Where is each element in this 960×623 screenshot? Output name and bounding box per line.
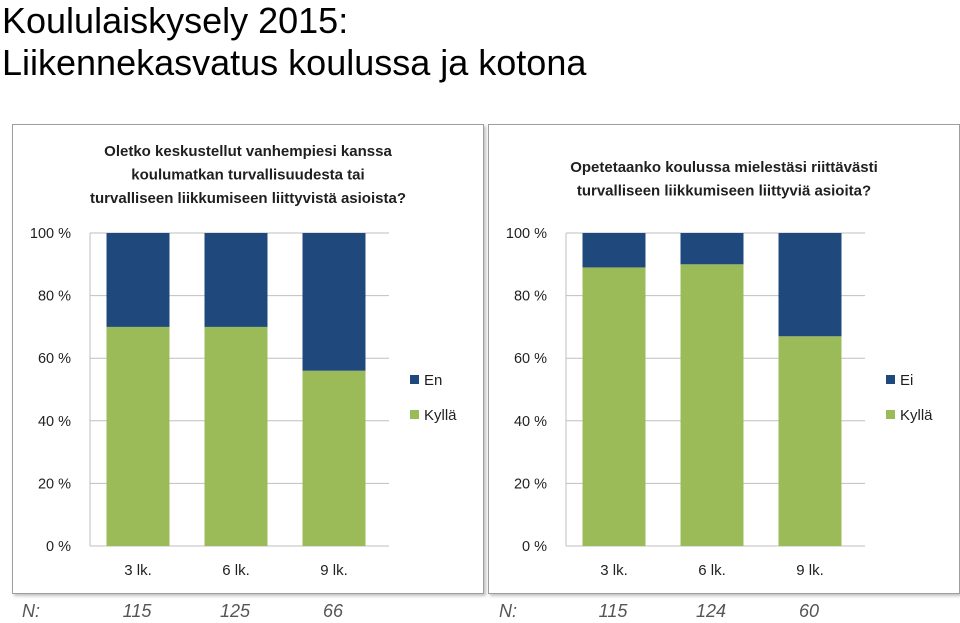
bar-segment-kyll- [106, 326, 170, 546]
y-tick-label: 100 % [30, 226, 71, 242]
chart-title-line-2: turvalliseen liikkumiseen liittyviä asio… [577, 183, 871, 200]
bar-segment-kyll- [302, 370, 366, 546]
page-title: Koululaiskysely 2015: Liikennekasvatus k… [2, 0, 586, 84]
y-tick-label: 40 % [38, 414, 71, 430]
y-tick-label: 40 % [514, 414, 547, 430]
x-category-label: 6 lk. [222, 562, 250, 579]
bar-segment-en [106, 233, 170, 327]
bar-segment-kyll- [778, 336, 842, 546]
bar-segment-en [204, 233, 268, 327]
sample-size-row-right: N: 115 124 60 [480, 601, 960, 623]
sample-size-value: 115 [598, 601, 628, 621]
legend-label: Ei [900, 372, 913, 389]
bar-segment-ei [778, 233, 842, 337]
bar-segment-kyll- [204, 326, 268, 546]
x-category-label: 3 lk. [600, 562, 628, 579]
x-category-label: 9 lk. [320, 562, 348, 579]
legend-swatch [410, 410, 419, 419]
sample-size-label: N: [499, 601, 517, 621]
sample-size-label: N: [22, 601, 40, 621]
y-tick-label: 20 % [38, 476, 71, 492]
x-category-label: 3 lk. [124, 562, 152, 579]
legend-label: Kyllä [900, 407, 933, 424]
bar-segment-ei [582, 233, 646, 268]
y-tick-label: 60 % [514, 351, 547, 367]
legend-swatch [410, 375, 419, 384]
x-category-label: 9 lk. [796, 562, 824, 579]
y-tick-label: 80 % [514, 289, 547, 305]
sample-size-value: 115 [122, 601, 152, 621]
y-tick-label: 100 % [506, 226, 547, 242]
y-tick-label: 0 % [522, 539, 547, 555]
chart-left: Oletko keskustellut vanhempiesi kanssa ko… [30, 143, 457, 579]
chart-title-line-1: Opetetaanko koulussa mielestäsi riittävä… [570, 159, 878, 176]
chart-title-line-3: turvalliseen liikkumiseen liittyvistä as… [90, 190, 406, 207]
sample-size-value: 60 [798, 601, 820, 621]
x-category-label: 6 lk. [698, 562, 726, 579]
chart-panel-left: Oletko keskustellut vanhempiesi kanssa ko… [12, 124, 484, 594]
y-tick-label: 60 % [38, 351, 71, 367]
chart-title-line-2: koulumatkan turvallisuudesta tai [131, 167, 364, 184]
sample-size-value: 125 [219, 601, 251, 621]
y-tick-label: 0 % [46, 539, 71, 555]
chart-right: Opetetaanko koulussa mielestäsi riittävä… [506, 159, 933, 579]
page-title-line-2: Liikennekasvatus koulussa ja kotona [2, 42, 587, 83]
bar-segment-kyll- [582, 267, 646, 546]
page-title-line-1: Koululaiskysely 2015: [2, 0, 349, 41]
sample-size-row-left: N: 115 125 66 [0, 601, 480, 623]
chart-title-line-1: Oletko keskustellut vanhempiesi kanssa [104, 143, 392, 160]
legend-label: Kyllä [424, 407, 457, 424]
chart-panel-right: Opetetaanko koulussa mielestäsi riittävä… [488, 124, 960, 594]
y-tick-label: 80 % [38, 289, 71, 305]
y-tick-label: 20 % [514, 476, 547, 492]
legend-label: En [424, 372, 442, 389]
sample-size-value: 66 [322, 601, 344, 621]
bar-segment-en [302, 233, 366, 371]
legend-swatch [886, 375, 895, 384]
bar-segment-kyll- [680, 264, 744, 546]
legend-swatch [886, 410, 895, 419]
sample-size-value: 124 [695, 601, 727, 621]
bar-segment-ei [680, 233, 744, 265]
